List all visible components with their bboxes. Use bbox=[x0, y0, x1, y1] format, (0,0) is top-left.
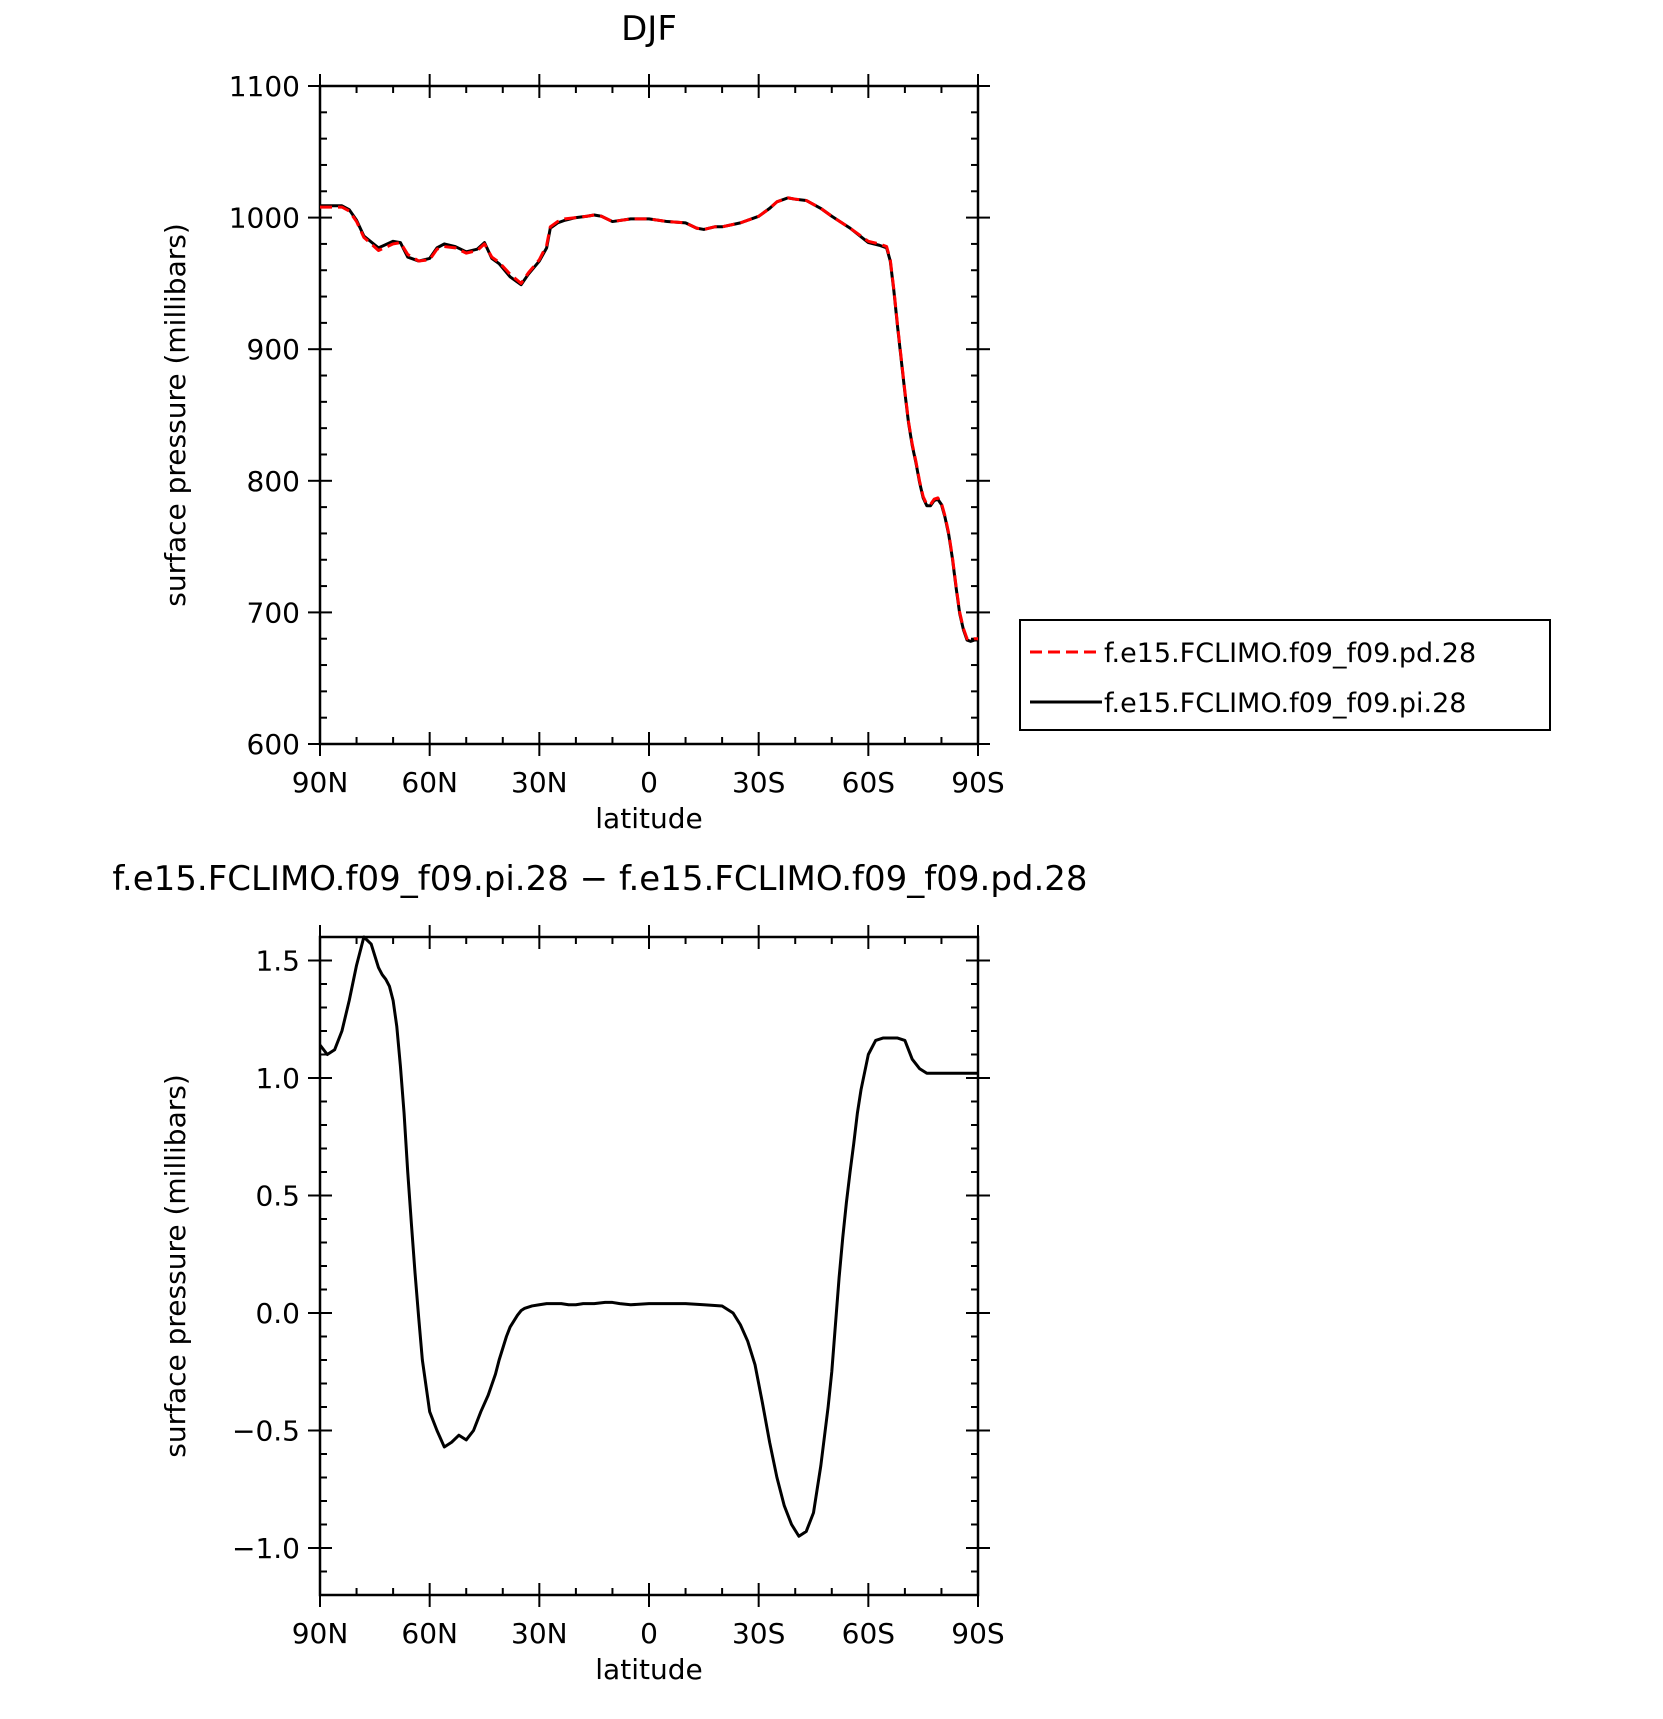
y-axis-label: surface pressure (millibars) bbox=[159, 223, 192, 607]
x-tick-label: 0 bbox=[640, 766, 658, 799]
y-tick-label: 600 bbox=[247, 728, 300, 761]
x-tick-label: 90N bbox=[292, 766, 349, 799]
x-tick-label: 30S bbox=[732, 1617, 785, 1650]
y-tick-label: −1.0 bbox=[232, 1532, 300, 1565]
plot-frame bbox=[318, 84, 980, 746]
y-tick-label: −0.5 bbox=[232, 1415, 300, 1448]
y-tick-label: 0.0 bbox=[255, 1297, 300, 1330]
top-panel-djf: DJF 90N 60N 30N 0 30S 60S 90S 600 700 800 900 1000 11… bbox=[159, 9, 1551, 835]
series-line-difference bbox=[320, 935, 978, 1538]
y-tick-label: 1000 bbox=[229, 202, 300, 235]
x-tick-label: 90N bbox=[292, 1617, 349, 1650]
x-tick-label: 60S bbox=[842, 1617, 895, 1650]
y-tick-label: 700 bbox=[247, 596, 300, 629]
y-tick-label: 800 bbox=[247, 465, 300, 498]
x-tick-label: 60S bbox=[842, 766, 895, 799]
y-tick-label: 900 bbox=[247, 333, 300, 366]
series-line-pd bbox=[320, 196, 978, 642]
bottom-panel-difference: f.e15.FCLIMO.f09_f09.pi.28 − f.e15.FCLIM… bbox=[112, 859, 1087, 1686]
plot-frame bbox=[318, 935, 980, 1597]
legend-label: f.e15.FCLIMO.f09_f09.pd.28 bbox=[1104, 638, 1476, 669]
chart-title: f.e15.FCLIMO.f09_f09.pi.28 − f.e15.FCLIM… bbox=[112, 859, 1087, 899]
x-tick-label: 30N bbox=[511, 1617, 568, 1650]
x-tick-label: 90S bbox=[951, 1617, 1004, 1650]
chart-title: DJF bbox=[621, 9, 677, 49]
x-tick-label: 60N bbox=[401, 1617, 458, 1650]
y-tick-label: 1100 bbox=[229, 70, 300, 103]
y-axis-label: surface pressure (millibars) bbox=[159, 1074, 192, 1458]
y-tick-label: 1.0 bbox=[255, 1062, 300, 1095]
x-tick-label: 90S bbox=[951, 766, 1004, 799]
y-tick-label: 1.5 bbox=[255, 945, 300, 978]
legend: f.e15.FCLIMO.f09_f09.pd.28 f.e15.FCLIMO.f… bbox=[1019, 619, 1551, 731]
x-axis-label: latitude bbox=[595, 1653, 702, 1686]
legend-box bbox=[1019, 619, 1551, 731]
series-line-pi bbox=[320, 196, 978, 643]
legend-label: f.e15.FCLIMO.f09_f09.pi.28 bbox=[1104, 688, 1466, 719]
x-tick-label: 0 bbox=[640, 1617, 658, 1650]
y-tick-label: 0.5 bbox=[255, 1180, 300, 1213]
x-tick-label: 60N bbox=[401, 766, 458, 799]
x-tick-label: 30N bbox=[511, 766, 568, 799]
x-tick-label: 30S bbox=[732, 766, 785, 799]
x-axis-label: latitude bbox=[595, 802, 702, 835]
